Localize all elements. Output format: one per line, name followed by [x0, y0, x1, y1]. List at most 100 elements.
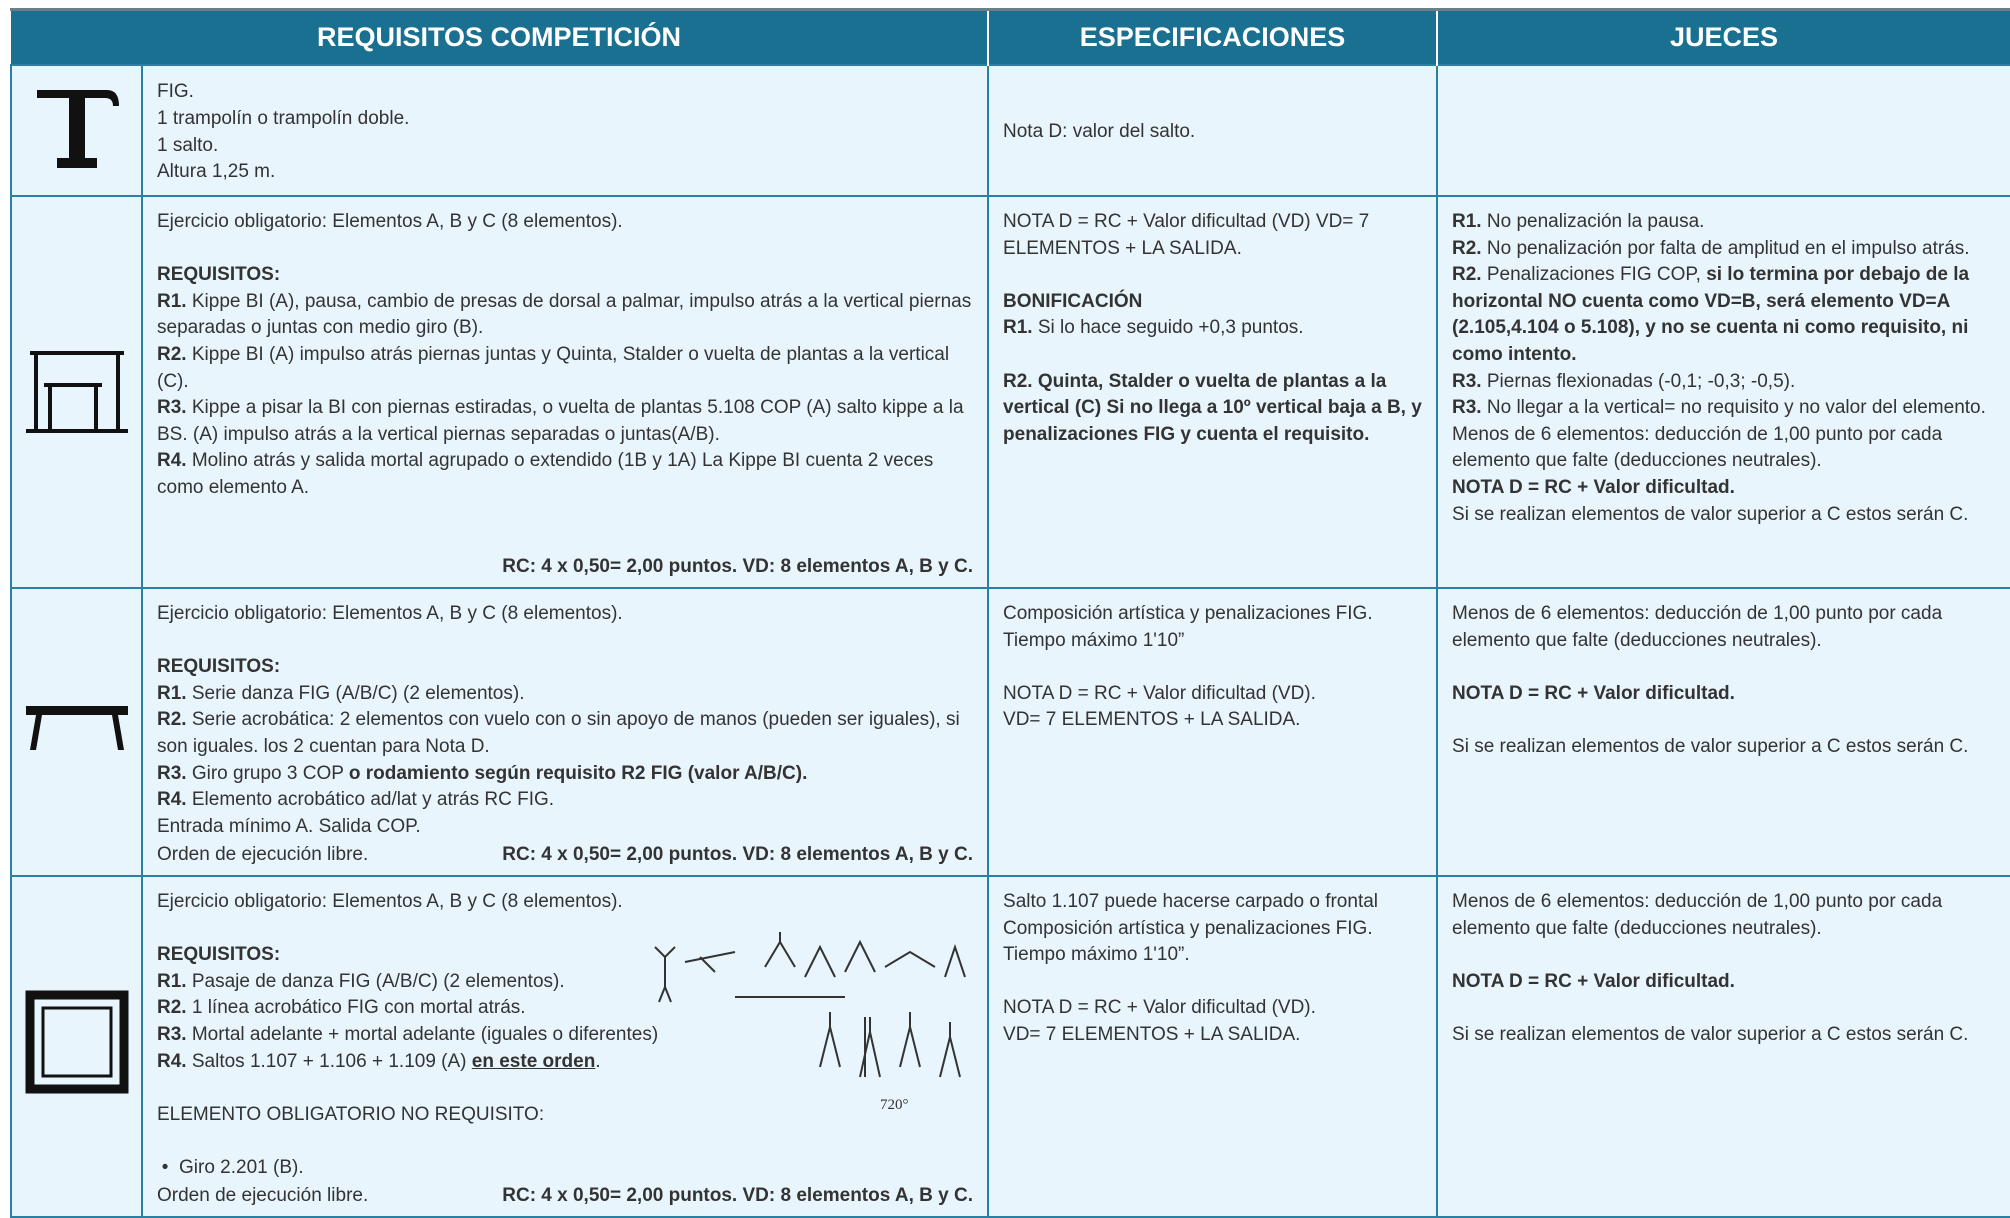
bold-text: R4. [157, 789, 187, 811]
requisitos-cell: Ejercicio obligatorio: Elementos A, B y … [140, 587, 990, 877]
text: FIG. [157, 81, 194, 103]
text-block: Si se realizan elementos de valor superi… [1452, 734, 1996, 761]
text: 1 salto. [157, 134, 219, 156]
bold-text: R3. [1452, 370, 1482, 392]
jueces-cell: Menos de 6 elementos: deducción de 1,00 … [1436, 587, 2010, 877]
icon [25, 705, 128, 750]
text: Menos de 6 elementos: deducción de 1,00 … [1452, 890, 1943, 939]
bold-text: R1. [157, 682, 187, 704]
text-line: REQUISITOS: [157, 262, 973, 289]
apparatus-icon [10, 64, 143, 197]
text-line: Si se realizan elementos de valor superi… [1452, 1022, 1996, 1049]
page: Requisitos {"header": {"columns": ["REQU… [0, 0, 2010, 1179]
text-line: VD= 7 ELEMENTOS + LA SALIDA. [1003, 707, 1422, 734]
requisitos-cell: Ejercicio obligatorio: Elementos A, B y … [140, 195, 990, 589]
text: Piernas flexionadas (-0,1; -0,3; -0,5). [1481, 370, 1796, 392]
table-row: Ejercicio obligatorio: Elementos A, B y … [10, 195, 2010, 589]
text-line: Menos de 6 elementos: deducción de 1,00 … [1452, 422, 1996, 475]
text-line: ELEMENTO OBLIGATORIO NO REQUISITO: [157, 1102, 973, 1129]
bold-text: REQUISITOS: [157, 264, 281, 286]
bold-text: NOTA D = RC + Valor dificultad. [1452, 970, 1735, 992]
text-line: R2. Penalizaciones FIG COP, si lo termin… [1452, 262, 1996, 368]
bold-text: R1. [157, 970, 187, 992]
text-block: Composición artística y penalizaciones F… [1003, 601, 1422, 654]
bold-text: R1. [1452, 211, 1482, 232]
text-line: Composición artística y penalizaciones F… [1003, 916, 1422, 943]
text: Penalizaciones FIG COP, [1481, 264, 1707, 286]
text-block: REQUISITOS: R1. Serie danza FIG (A/B/C) (… [157, 654, 973, 840]
text-block: Si se realizan elementos de valor superi… [1452, 1022, 1996, 1049]
text-line: Menos de 6 elementos: deducción de 1,00 … [1452, 601, 1996, 654]
bold-text: o rodamiento según requisito R2 FIG (val… [348, 762, 808, 784]
bold-text: R3. [1452, 397, 1482, 419]
text-block: Menos de 6 elementos: deducción de 1,00 … [1452, 601, 1996, 654]
text-line: R1. No penalización la pausa. [1452, 209, 1996, 236]
text-line: NOTA D = RC + Valor dificultad (VD). [1003, 681, 1422, 708]
text-line: Entrada mínimo A. Salida COP. [157, 814, 973, 841]
cell-footer: Orden de ejecución libre. RC: 4 x 0,50= 2… [157, 1183, 973, 1210]
text: Kippe BI (A), pausa, cambio de presas de… [157, 290, 972, 339]
text: Composición artística y penalizaciones F… [1003, 917, 1373, 939]
text-line: Composición artística y penalizaciones F… [1003, 601, 1422, 628]
bold-text: R1. [1003, 317, 1033, 339]
bold-text: R2. [157, 709, 187, 731]
text: Ejercicio obligatorio: Elementos A, B y … [157, 890, 623, 912]
bold-text: si lo termina por debajo de la horizonta… [1452, 264, 1970, 365]
text-line: Si se realizan elementos de valor superi… [1452, 734, 1996, 761]
text-line: FIG. [157, 79, 973, 106]
text: NOTA D = RC + Valor dificultad (VD). [1003, 682, 1316, 704]
text: Kippe a pisar la BI con piernas estirada… [157, 397, 964, 445]
text-line: REQUISITOS: [157, 654, 973, 681]
text: 1 línea acrobático FIG con mortal atrás. [186, 997, 526, 1019]
bold-text: NOTA D = RC + Valor dificultad. [1452, 476, 1735, 498]
jueces-cell [1436, 64, 2010, 197]
page-body: REQUISITOS COMPETICIÓN ESPECIFICACIONES … [0, 0, 2010, 1179]
text-line: Giro 2.201 (B). [179, 1155, 973, 1182]
text-line: 1 trampolín o trampolín doble. [157, 106, 973, 133]
footer-right: RC: 4 x 0,50= 2,00 puntos. VD: 8 element… [502, 844, 974, 866]
especificaciones-cell: Salto 1.107 puede hacerse carpado o fron… [987, 874, 1439, 1218]
bold-text: REQUISITOS: [157, 944, 281, 966]
icon [25, 990, 128, 1094]
text-line: R1. Serie danza FIG (A/B/C) (2 elementos… [157, 681, 973, 708]
text: VD= 7 ELEMENTOS + LA SALIDA. [1003, 709, 1301, 731]
text: Elemento acrobático ad/lat y atrás RC FI… [186, 789, 555, 811]
text-line: Tiempo máximo 1'10”. [1003, 942, 1422, 969]
text: NOTA D = RC + Valor dificultad (VD). [1003, 997, 1316, 1019]
text: Giro 2.201 (B). [179, 1156, 304, 1178]
text-line: R3. Mortal adelante + mortal adelante (i… [157, 1022, 973, 1049]
text-line: R2. Serie acrobática: 2 elementos con vu… [157, 707, 973, 760]
bold-text: R3. [157, 1023, 187, 1045]
text-block: REQUISITOS: R1. Kippe BI (A), pausa, camb… [157, 262, 973, 501]
requisitos-cell: Ejercicio obligatorio: Elementos A, B y … [140, 874, 990, 1218]
requisitos-cell: FIG. 1 trampolín o trampolín doble. 1 salt… [140, 64, 990, 197]
text: Ejercicio obligatorio: Elementos A, B y … [157, 211, 623, 232]
text-block: NOTA D = RC + Valor dificultad. [1452, 681, 1996, 708]
text: Ejercicio obligatorio: Elementos A, B y … [157, 603, 623, 624]
table-body: FIG. 1 trampolín o trampolín doble. 1 salt… [10, 64, 2010, 1218]
figure-drawing [654, 931, 966, 1078]
header-cell: REQUISITOS COMPETICIÓN [11, 11, 990, 65]
bold-text: R3. [157, 762, 187, 784]
jueces-cell: Menos de 6 elementos: deducción de 1,00 … [1436, 874, 2010, 1218]
text: VD= 7 ELEMENTOS + LA SALIDA. [1003, 1023, 1301, 1045]
text-block: Ejercicio obligatorio: Elementos A, B y … [157, 209, 973, 236]
text-block: R1. No penalización la pausa. R2. No pena… [1452, 209, 1996, 528]
bold-text: R2. [157, 997, 187, 1019]
text-line: NOTA D = RC + Valor dificultad. [1452, 969, 1996, 996]
text-line: R4. Saltos 1.107 + 1.106 + 1.109 (A) en … [157, 1049, 973, 1076]
bold-text: R2. [1452, 264, 1482, 286]
text-line: R1. Pasaje de danza FIG (A/B/C) (2 eleme… [157, 969, 973, 996]
especificaciones-cell: Composición artística y penalizaciones F… [987, 587, 1439, 877]
text-block: Salto 1.107 puede hacerse carpado o fron… [1003, 889, 1422, 969]
text: Menos de 6 elementos: deducción de 1,00 … [1452, 423, 1943, 472]
apparatus-icon [10, 587, 143, 877]
text: 1 trampolín o trampolín doble. [157, 107, 410, 129]
text-line: REQUISITOS: [157, 942, 973, 969]
cell-footer: Orden de ejecución libre. RC: 4 x 0,50= 2… [157, 842, 973, 869]
text-line: R3. Kippe a pisar la BI con piernas esti… [157, 395, 973, 448]
text-block: R2. Quinta, Stalder o vuelta de plantas … [1003, 369, 1422, 449]
text-line: Menos de 6 elementos: deducción de 1,00 … [1452, 889, 1996, 942]
text: No penalización la pausa. [1481, 211, 1705, 232]
text-block: NOTA D = RC + Valor dificultad. [1452, 969, 1996, 996]
